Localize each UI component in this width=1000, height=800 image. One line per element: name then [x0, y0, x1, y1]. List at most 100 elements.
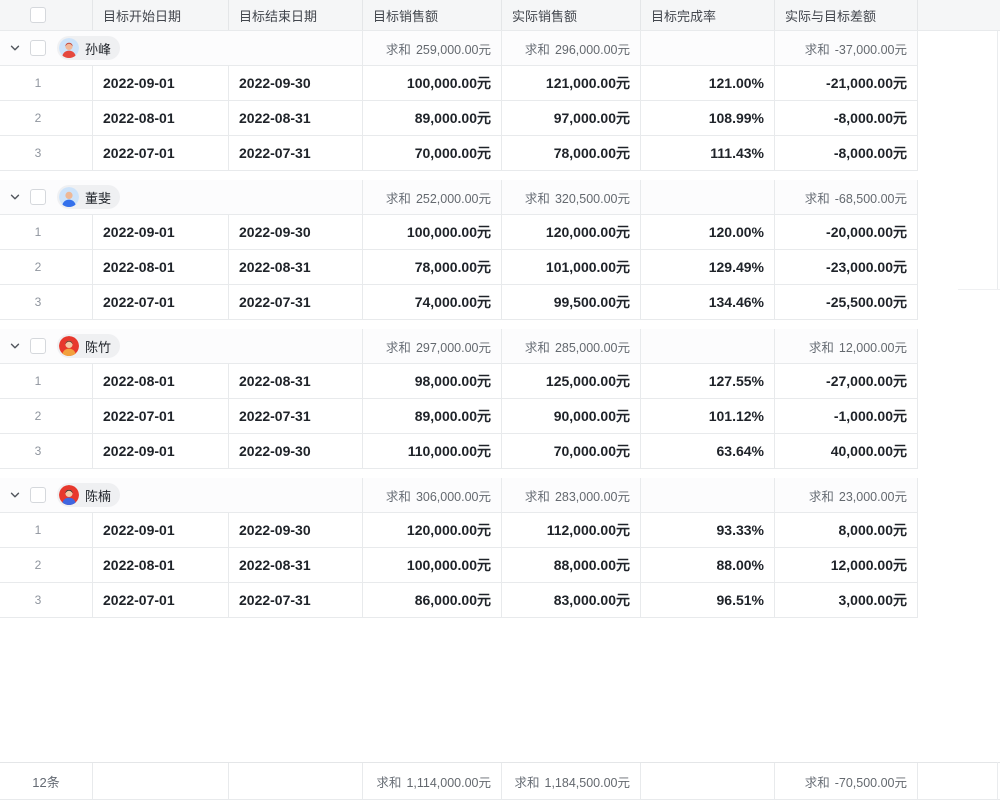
cell-difference[interactable]: 12,000.00元 [775, 548, 918, 582]
group-checkbox[interactable] [30, 189, 46, 205]
cell-actual-sales[interactable]: 78,000.00元 [502, 136, 641, 170]
cell-end-date[interactable]: 2022-07-31 [229, 583, 363, 617]
collapse-chevron-icon[interactable] [8, 41, 22, 55]
cell-difference[interactable]: -25,500.00元 [775, 285, 918, 319]
cell-completion-rate[interactable]: 108.99% [641, 101, 775, 135]
group-header-row[interactable]: 董斐 求和 252,000.00元 求和 320,500.00元 求和 -68,500… [0, 180, 918, 215]
cell-completion-rate[interactable]: 120.00% [641, 215, 775, 249]
footer-sum-actual-sales[interactable]: 求和 1,184,500.00元 [502, 763, 641, 799]
cell-start-date[interactable]: 2022-07-01 [93, 583, 229, 617]
cell-target-sales[interactable]: 78,000.00元 [363, 250, 502, 284]
cell-actual-sales[interactable]: 83,000.00元 [502, 583, 641, 617]
cell-target-sales[interactable]: 86,000.00元 [363, 583, 502, 617]
cell-start-date[interactable]: 2022-08-01 [93, 250, 229, 284]
column-header-difference[interactable]: 实际与目标差额 [775, 0, 918, 30]
cell-actual-sales[interactable]: 88,000.00元 [502, 548, 641, 582]
cell-target-sales[interactable]: 120,000.00元 [363, 513, 502, 547]
cell-completion-rate[interactable]: 96.51% [641, 583, 775, 617]
cell-completion-rate[interactable]: 129.49% [641, 250, 775, 284]
cell-target-sales[interactable]: 100,000.00元 [363, 215, 502, 249]
row-number-cell[interactable]: 3 [0, 583, 93, 617]
row-number-cell[interactable]: 2 [0, 399, 93, 433]
cell-actual-sales[interactable]: 120,000.00元 [502, 215, 641, 249]
cell-difference[interactable]: 8,000.00元 [775, 513, 918, 547]
cell-difference[interactable]: -21,000.00元 [775, 66, 918, 100]
group-name-cell[interactable]: 陈楠 [0, 478, 229, 512]
cell-completion-rate[interactable]: 127.55% [641, 364, 775, 398]
group-checkbox[interactable] [30, 338, 46, 354]
cell-target-sales[interactable]: 89,000.00元 [363, 101, 502, 135]
footer-sum-target-sales[interactable]: 求和 1,114,000.00元 [363, 763, 502, 799]
cell-target-sales[interactable]: 100,000.00元 [363, 66, 502, 100]
cell-start-date[interactable]: 2022-09-01 [93, 434, 229, 468]
cell-start-date[interactable]: 2022-08-01 [93, 364, 229, 398]
footer-sum-difference[interactable]: 求和 -70,500.00元 [775, 763, 918, 799]
row-number-cell[interactable]: 3 [0, 285, 93, 319]
cell-actual-sales[interactable]: 112,000.00元 [502, 513, 641, 547]
cell-completion-rate[interactable]: 111.43% [641, 136, 775, 170]
cell-actual-sales[interactable]: 90,000.00元 [502, 399, 641, 433]
group-name-cell[interactable]: 孙峰 [0, 31, 229, 65]
cell-difference[interactable]: -1,000.00元 [775, 399, 918, 433]
cell-completion-rate[interactable]: 134.46% [641, 285, 775, 319]
cell-end-date[interactable]: 2022-08-31 [229, 364, 363, 398]
cell-completion-rate[interactable]: 63.64% [641, 434, 775, 468]
cell-start-date[interactable]: 2022-09-01 [93, 66, 229, 100]
cell-start-date[interactable]: 2022-09-01 [93, 513, 229, 547]
cell-completion-rate[interactable]: 121.00% [641, 66, 775, 100]
cell-difference[interactable]: 40,000.00元 [775, 434, 918, 468]
cell-actual-sales[interactable]: 101,000.00元 [502, 250, 641, 284]
cell-difference[interactable]: 3,000.00元 [775, 583, 918, 617]
column-header-end-date[interactable]: 目标结束日期 [229, 0, 363, 30]
cell-end-date[interactable]: 2022-07-31 [229, 399, 363, 433]
row-number-cell[interactable]: 2 [0, 250, 93, 284]
select-all-checkbox[interactable] [30, 7, 46, 23]
column-header-actual-sales[interactable]: 实际销售额 [502, 0, 641, 30]
cell-start-date[interactable]: 2022-07-01 [93, 285, 229, 319]
row-number-cell[interactable]: 1 [0, 364, 93, 398]
cell-actual-sales[interactable]: 121,000.00元 [502, 66, 641, 100]
cell-target-sales[interactable]: 74,000.00元 [363, 285, 502, 319]
group-name-cell[interactable]: 董斐 [0, 180, 229, 214]
collapse-chevron-icon[interactable] [8, 339, 22, 353]
cell-end-date[interactable]: 2022-07-31 [229, 285, 363, 319]
cell-completion-rate[interactable]: 93.33% [641, 513, 775, 547]
row-number-cell[interactable]: 2 [0, 548, 93, 582]
row-number-cell[interactable]: 1 [0, 66, 93, 100]
cell-target-sales[interactable]: 70,000.00元 [363, 136, 502, 170]
row-number-cell[interactable]: 1 [0, 513, 93, 547]
cell-start-date[interactable]: 2022-08-01 [93, 548, 229, 582]
cell-end-date[interactable]: 2022-08-31 [229, 548, 363, 582]
column-header-completion-rate[interactable]: 目标完成率 [641, 0, 775, 30]
collapse-chevron-icon[interactable] [8, 488, 22, 502]
group-header-row[interactable]: 陈竹 求和 297,000.00元 求和 285,000.00元 求和 12,000.… [0, 329, 918, 364]
cell-end-date[interactable]: 2022-08-31 [229, 101, 363, 135]
group-checkbox[interactable] [30, 40, 46, 56]
cell-start-date[interactable]: 2022-08-01 [93, 101, 229, 135]
cell-difference[interactable]: -27,000.00元 [775, 364, 918, 398]
cell-difference[interactable]: -8,000.00元 [775, 101, 918, 135]
cell-start-date[interactable]: 2022-07-01 [93, 399, 229, 433]
cell-start-date[interactable]: 2022-07-01 [93, 136, 229, 170]
row-number-cell[interactable]: 3 [0, 136, 93, 170]
cell-actual-sales[interactable]: 70,000.00元 [502, 434, 641, 468]
row-number-cell[interactable]: 1 [0, 215, 93, 249]
cell-completion-rate[interactable]: 101.12% [641, 399, 775, 433]
cell-actual-sales[interactable]: 99,500.00元 [502, 285, 641, 319]
cell-end-date[interactable]: 2022-08-31 [229, 250, 363, 284]
column-header-start-date[interactable]: 目标开始日期 [93, 0, 229, 30]
cell-end-date[interactable]: 2022-09-30 [229, 434, 363, 468]
cell-completion-rate[interactable]: 88.00% [641, 548, 775, 582]
cell-end-date[interactable]: 2022-07-31 [229, 136, 363, 170]
group-checkbox[interactable] [30, 487, 46, 503]
cell-target-sales[interactable]: 110,000.00元 [363, 434, 502, 468]
group-header-row[interactable]: 陈楠 求和 306,000.00元 求和 283,000.00元 求和 23,000.… [0, 478, 918, 513]
cell-difference[interactable]: -23,000.00元 [775, 250, 918, 284]
group-name-cell[interactable]: 陈竹 [0, 329, 229, 363]
column-header-target-sales[interactable]: 目标销售额 [363, 0, 502, 30]
cell-actual-sales[interactable]: 97,000.00元 [502, 101, 641, 135]
cell-target-sales[interactable]: 98,000.00元 [363, 364, 502, 398]
select-all-cell[interactable] [0, 0, 93, 30]
cell-end-date[interactable]: 2022-09-30 [229, 215, 363, 249]
row-number-cell[interactable]: 3 [0, 434, 93, 468]
